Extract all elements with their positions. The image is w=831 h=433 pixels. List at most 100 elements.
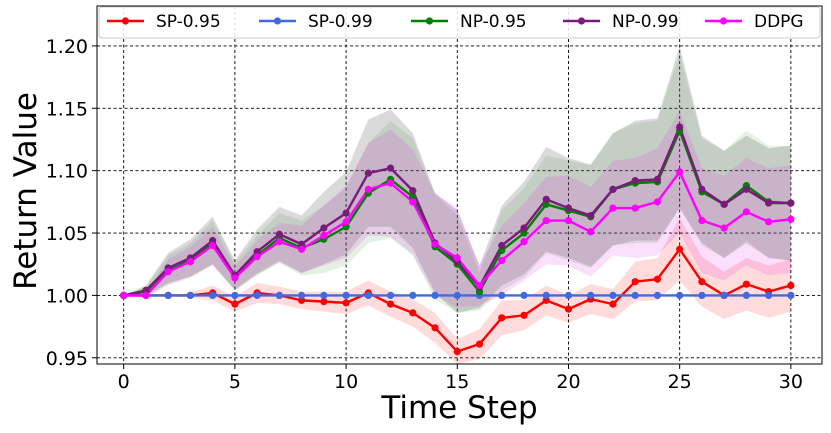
point-sp-0-95	[542, 296, 550, 304]
x-tick-label: 15	[445, 371, 469, 393]
x-tick-label: 20	[556, 371, 580, 393]
point-np-0-95	[520, 229, 528, 237]
x-tick-label: 0	[118, 371, 130, 393]
point-ddpg	[409, 198, 417, 206]
legend-swatch-marker	[273, 17, 282, 25]
point-sp-0-99	[720, 291, 728, 299]
point-ddpg	[298, 245, 306, 253]
x-axis-label: Time Step	[380, 390, 537, 426]
point-sp-0-99	[253, 291, 261, 299]
point-ddpg	[475, 281, 484, 290]
point-np-0-99	[142, 286, 150, 295]
point-np-0-99	[386, 164, 395, 172]
point-sp-0-95	[787, 281, 795, 290]
point-sp-0-95	[475, 340, 484, 348]
point-np-0-95	[475, 288, 484, 296]
point-ddpg	[209, 241, 217, 250]
y-tick-label: 0.95	[46, 348, 88, 370]
point-sp-0-95	[742, 280, 750, 288]
x-tick-label: 10	[334, 371, 358, 393]
legend: SP-0.95 SP-0.99 NP-0.95 NP-0.99 DDPG	[98, 6, 821, 39]
y-tick-label: 1.15	[46, 98, 88, 120]
point-sp-0-99	[431, 291, 439, 299]
point-sp-0-99	[498, 291, 506, 299]
point-sp-0-99	[542, 291, 550, 299]
legend-swatch-marker	[121, 17, 130, 25]
point-sp-0-99	[742, 291, 750, 299]
point-ddpg	[609, 204, 617, 212]
point-sp-0-99	[765, 291, 773, 299]
point-ddpg	[520, 238, 528, 246]
point-ddpg	[253, 253, 261, 261]
y-tick-label: 1.10	[46, 161, 88, 183]
point-ddpg	[498, 256, 506, 265]
point-np-0-99	[765, 199, 773, 207]
point-np-0-99	[631, 177, 639, 185]
x-tick-label: 30	[779, 371, 803, 393]
point-np-0-99	[253, 248, 261, 256]
point-np-0-99	[653, 175, 662, 183]
point-sp-0-95	[342, 299, 350, 307]
point-np-0-99	[320, 224, 328, 232]
point-sp-0-99	[653, 291, 662, 299]
x-tick-label: 25	[668, 371, 692, 393]
x-tick-label: 5	[229, 371, 241, 393]
point-ddpg	[364, 185, 372, 193]
point-sp-0-99	[409, 291, 417, 299]
point-ddpg	[653, 198, 662, 206]
point-sp-0-99	[298, 291, 306, 299]
point-np-0-95	[409, 193, 417, 201]
point-sp-0-99	[520, 291, 528, 299]
point-sp-0-99	[698, 291, 706, 299]
point-np-0-95	[498, 246, 506, 255]
point-ddpg	[164, 268, 172, 276]
point-ddpg	[676, 168, 684, 176]
legend-frame	[98, 6, 821, 39]
y-tick-label: 1.20	[46, 36, 88, 58]
point-ddpg	[142, 291, 150, 299]
point-sp-0-95	[653, 275, 662, 283]
axis-ticks: 0 5 10 15 20 25 30 0.95 1.00 1.05 1.10 1.15 1.20	[46, 36, 803, 393]
point-np-0-99	[587, 211, 595, 220]
point-np-0-99	[342, 209, 350, 217]
legend-label: NP-0.95	[460, 12, 527, 32]
point-np-0-99	[542, 195, 550, 203]
point-np-0-95	[342, 223, 350, 231]
point-np-0-95	[542, 200, 550, 208]
legend-swatch-marker	[577, 17, 586, 25]
point-np-0-99	[209, 236, 217, 245]
legend-label: SP-0.99	[308, 12, 373, 32]
point-ddpg	[631, 204, 639, 212]
point-ddpg	[742, 208, 750, 216]
plot-frame	[96, 5, 823, 365]
point-sp-0-99	[209, 291, 217, 299]
legend-label: SP-0.95	[156, 12, 221, 32]
point-sp-0-95	[320, 298, 328, 306]
point-ddpg	[698, 216, 706, 225]
point-ddpg	[386, 179, 395, 187]
point-np-0-99	[409, 187, 417, 195]
point-ddpg	[765, 218, 773, 226]
point-sp-0-99	[787, 291, 795, 299]
point-sp-0-99	[453, 291, 461, 299]
point-sp-0-99	[320, 291, 328, 299]
point-sp-0-95	[409, 309, 417, 317]
band-ddpg	[123, 110, 791, 308]
y-tick-label: 1.00	[46, 285, 88, 307]
point-sp-0-95	[386, 300, 395, 308]
point-sp-0-99	[364, 291, 372, 299]
legend-swatch-marker	[425, 17, 434, 25]
point-np-0-99	[787, 199, 795, 207]
point-ddpg	[453, 254, 461, 262]
point-sp-0-99	[186, 291, 195, 299]
point-np-0-99	[498, 241, 506, 250]
point-ddpg	[120, 291, 128, 299]
legend-label: DDPG	[754, 12, 804, 32]
point-sp-0-99	[609, 291, 617, 299]
point-np-0-99	[275, 230, 283, 238]
point-ddpg	[186, 258, 195, 266]
point-ddpg	[787, 215, 795, 223]
point-np-0-99	[298, 240, 306, 248]
point-sp-0-95	[631, 278, 639, 286]
